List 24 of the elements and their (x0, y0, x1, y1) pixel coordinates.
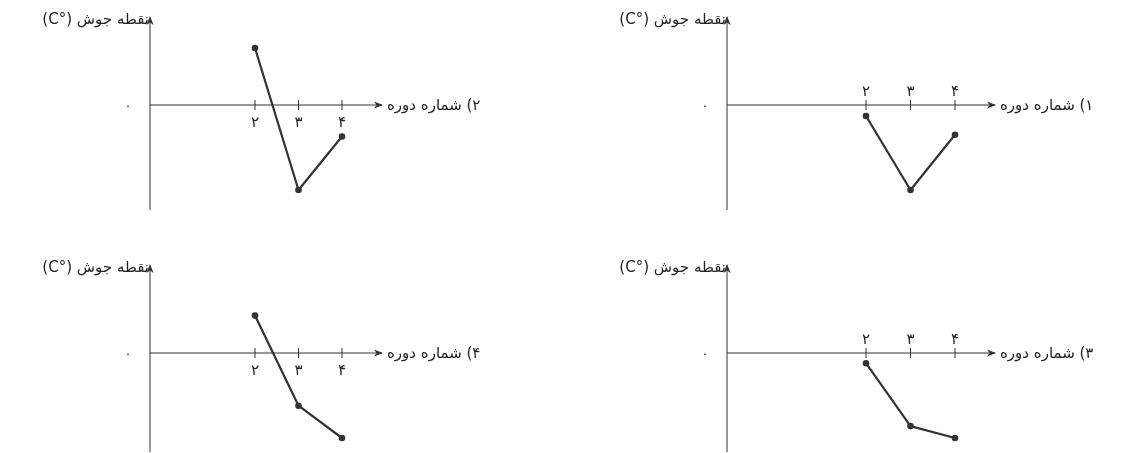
y-axis-title: نقطه جوش (°C) (42, 10, 149, 28)
x-tick-label: ۳ (294, 113, 303, 131)
x-tick-label: ۴ (950, 82, 960, 100)
x-tick-label: ۲ (250, 113, 260, 131)
x-tick-label: ۲ (861, 82, 871, 100)
x-tick-label: ۴ (950, 330, 960, 348)
y-axis-title: نقطه جوش (°C) (42, 258, 149, 276)
text: ۰ (701, 98, 709, 113)
x-tick-label: ۳ (906, 82, 915, 100)
x-tick-label: ۴ (337, 113, 347, 131)
text: ۰ (701, 346, 709, 361)
x-tick-label: ۲ (250, 361, 260, 379)
text: ۰ (124, 98, 132, 113)
x-tick-label: ۴ (337, 361, 347, 379)
text: ۰ (124, 346, 132, 361)
x-axis-title: ۱) شماره دوره (1000, 96, 1094, 114)
x-tick-label: ۳ (906, 330, 915, 348)
x-tick-label: ۲ (861, 330, 871, 348)
x-axis-title: ۴) شماره دوره (387, 344, 481, 362)
x-tick-label: ۳ (294, 361, 303, 379)
y-axis-title: نقطه جوش (°C) (619, 258, 726, 276)
y-axis-title: نقطه جوش (°C) (619, 10, 726, 28)
x-axis-title: ۳) شماره دوره (1000, 344, 1094, 362)
x-axis-title: ۲) شماره دوره (387, 96, 481, 114)
